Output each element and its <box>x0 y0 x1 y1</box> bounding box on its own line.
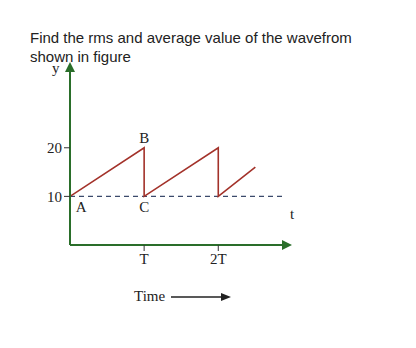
html-text:y: y <box>52 60 60 76</box>
svg-text:20: 20 <box>47 140 62 156</box>
html-text:Time: Time <box>134 288 166 304</box>
svg-text:2T: 2T <box>210 251 227 267</box>
svg-text:T: T <box>140 251 149 267</box>
svg-text:t: t <box>290 206 295 222</box>
svg-text:10: 10 <box>47 189 62 205</box>
svg-text:A: A <box>76 199 87 215</box>
svg-text:C: C <box>139 199 149 215</box>
html-text:Find the rms and average value: Find the rms and average value of the wa… <box>30 29 352 65</box>
svg-text:B: B <box>139 130 149 146</box>
